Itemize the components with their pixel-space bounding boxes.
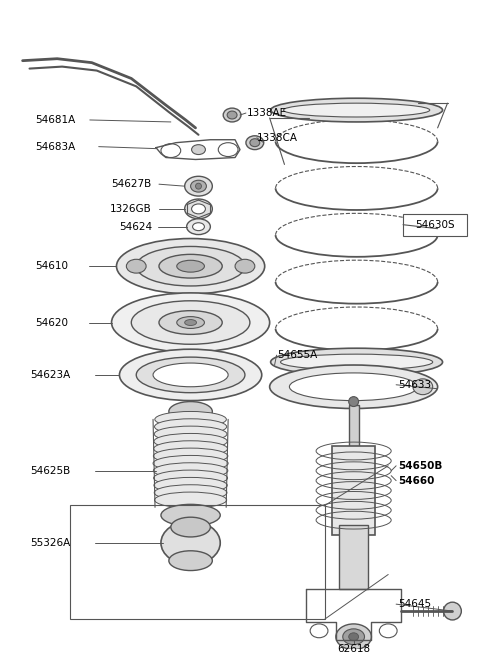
Ellipse shape (177, 260, 204, 272)
Text: 1326GB: 1326GB (109, 204, 151, 214)
Text: 54610: 54610 (36, 261, 69, 271)
Ellipse shape (348, 397, 359, 407)
Ellipse shape (159, 254, 222, 278)
Text: 54620: 54620 (36, 318, 69, 328)
Ellipse shape (153, 448, 228, 464)
Ellipse shape (413, 379, 432, 395)
Ellipse shape (246, 136, 264, 149)
Ellipse shape (227, 111, 237, 119)
Ellipse shape (192, 145, 205, 155)
Bar (70, 506, 325, 619)
Ellipse shape (192, 223, 204, 231)
Text: 54633: 54633 (398, 380, 431, 390)
Ellipse shape (161, 143, 180, 157)
Ellipse shape (343, 629, 364, 645)
Ellipse shape (153, 455, 228, 471)
Bar (339, 525, 369, 590)
Ellipse shape (155, 411, 227, 427)
Text: 54630S: 54630S (415, 219, 455, 230)
Ellipse shape (155, 492, 227, 508)
Bar (332, 446, 375, 535)
Ellipse shape (271, 348, 443, 376)
Ellipse shape (379, 624, 397, 638)
Ellipse shape (154, 470, 228, 486)
Ellipse shape (132, 301, 250, 345)
Ellipse shape (195, 183, 202, 189)
Ellipse shape (153, 463, 228, 479)
Text: 54655A: 54655A (277, 350, 318, 360)
Text: 54627B: 54627B (111, 179, 152, 189)
Ellipse shape (280, 354, 432, 370)
Ellipse shape (153, 363, 228, 386)
Ellipse shape (120, 349, 262, 401)
Ellipse shape (154, 441, 228, 457)
Text: 1338AE: 1338AE (247, 108, 287, 118)
Ellipse shape (310, 624, 328, 638)
Ellipse shape (284, 103, 430, 117)
Bar (403, 214, 467, 236)
Ellipse shape (155, 419, 227, 435)
Ellipse shape (117, 238, 264, 294)
Ellipse shape (126, 259, 146, 273)
Ellipse shape (185, 176, 212, 196)
Ellipse shape (154, 477, 227, 493)
Ellipse shape (271, 98, 443, 122)
Text: 54624: 54624 (120, 221, 153, 232)
Ellipse shape (336, 624, 372, 650)
Ellipse shape (187, 219, 210, 234)
Ellipse shape (169, 402, 212, 421)
Text: 1338CA: 1338CA (257, 133, 298, 143)
Text: 54650B: 54650B (398, 461, 443, 471)
Ellipse shape (191, 180, 206, 192)
Ellipse shape (185, 320, 196, 326)
Text: 54623A: 54623A (31, 370, 71, 380)
Ellipse shape (192, 204, 205, 214)
Text: 62618: 62618 (337, 644, 370, 654)
Text: 54683A: 54683A (36, 141, 76, 152)
Ellipse shape (185, 199, 212, 219)
Bar (348, 405, 359, 464)
Ellipse shape (289, 373, 418, 401)
Ellipse shape (154, 434, 227, 449)
Text: 54625B: 54625B (31, 466, 71, 476)
Text: 55326A: 55326A (31, 538, 71, 548)
Ellipse shape (223, 108, 241, 122)
Text: 54660: 54660 (398, 476, 434, 485)
Text: 54645: 54645 (398, 599, 431, 609)
Ellipse shape (169, 551, 212, 571)
Ellipse shape (177, 316, 204, 328)
Ellipse shape (218, 143, 238, 157)
Ellipse shape (348, 633, 359, 641)
Ellipse shape (159, 310, 222, 335)
Ellipse shape (136, 246, 245, 286)
Ellipse shape (270, 365, 438, 409)
Ellipse shape (154, 485, 227, 500)
Ellipse shape (154, 426, 227, 442)
Ellipse shape (111, 293, 270, 352)
Ellipse shape (235, 259, 255, 273)
Ellipse shape (161, 521, 220, 565)
Text: 54681A: 54681A (36, 115, 76, 125)
Ellipse shape (444, 602, 461, 620)
Ellipse shape (250, 139, 260, 147)
Ellipse shape (171, 517, 210, 537)
Ellipse shape (136, 357, 245, 393)
Ellipse shape (161, 504, 220, 526)
